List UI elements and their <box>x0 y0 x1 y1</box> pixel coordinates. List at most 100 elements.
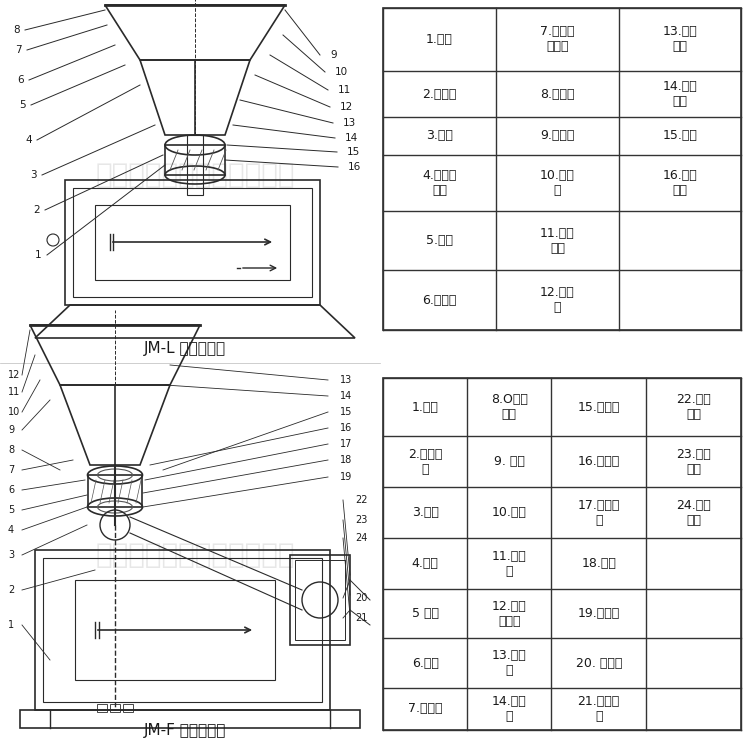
Bar <box>165 145 225 175</box>
Text: 20. 电动机: 20. 电动机 <box>575 657 622 669</box>
Text: 11.加料
斗: 11.加料 斗 <box>492 550 526 578</box>
Text: 16: 16 <box>348 162 361 172</box>
Bar <box>187 135 203 195</box>
Bar <box>88 475 142 507</box>
Text: 8.O型密
封圈: 8.O型密 封圈 <box>490 393 528 421</box>
Text: 22: 22 <box>355 495 368 505</box>
Text: 6.轴承: 6.轴承 <box>412 657 439 669</box>
Text: 7.冷却水
管接头: 7.冷却水 管接头 <box>540 25 574 53</box>
Text: JM-L 立式胶体磨: JM-L 立式胶体磨 <box>144 341 226 355</box>
Text: 宁波骏丰伟业机械有限公司: 宁波骏丰伟业机械有限公司 <box>95 161 295 189</box>
Text: 7: 7 <box>8 465 14 475</box>
Bar <box>110 704 120 712</box>
Text: 14.密封
组件: 14.密封 组件 <box>663 80 698 108</box>
Text: 19: 19 <box>340 472 352 482</box>
Text: 13: 13 <box>340 375 352 385</box>
Text: 15: 15 <box>340 407 352 417</box>
Text: 3: 3 <box>30 170 37 180</box>
Text: 11: 11 <box>8 387 20 397</box>
Bar <box>290 555 350 645</box>
Text: 12: 12 <box>340 102 353 112</box>
Text: 9: 9 <box>330 50 337 60</box>
Text: 4: 4 <box>8 525 14 535</box>
Text: 7.出料口: 7.出料口 <box>408 703 442 715</box>
Text: 10: 10 <box>335 67 348 77</box>
Text: 15: 15 <box>347 147 360 157</box>
Text: 10.压盖: 10.压盖 <box>492 506 526 519</box>
Text: 1.底座: 1.底座 <box>412 401 439 413</box>
Bar <box>65 180 320 305</box>
Text: 20: 20 <box>355 593 368 603</box>
Text: 4.主轴: 4.主轴 <box>412 557 439 570</box>
Bar <box>123 704 133 712</box>
Text: 13: 13 <box>343 118 356 128</box>
Text: 6: 6 <box>8 485 14 495</box>
Text: 15.壳体: 15.壳体 <box>663 130 698 142</box>
Text: 16.调节盘: 16.调节盘 <box>578 455 620 468</box>
Text: 10.动磨
盘: 10.动磨 盘 <box>540 168 575 197</box>
Text: 18.壳体: 18.壳体 <box>581 557 616 570</box>
Text: 1: 1 <box>8 620 14 630</box>
Text: 8: 8 <box>8 445 14 455</box>
Text: 12.静磨
盘: 12.静磨 盘 <box>540 286 575 314</box>
Bar <box>383 8 741 330</box>
Text: 16.主轴
轴承: 16.主轴 轴承 <box>663 168 698 197</box>
Text: 13.冷却
通道: 13.冷却 通道 <box>663 25 698 53</box>
Text: 6: 6 <box>17 75 24 85</box>
Text: 宁波骏丰伟业机械有限公司: 宁波骏丰伟业机械有限公司 <box>95 541 295 569</box>
Text: 4: 4 <box>25 135 32 145</box>
Text: 2: 2 <box>8 585 14 595</box>
Text: 3.端盖: 3.端盖 <box>426 130 453 142</box>
Text: 5.手柄: 5.手柄 <box>426 234 453 247</box>
Text: 5: 5 <box>19 100 26 110</box>
Text: 4.自循环
系统: 4.自循环 系统 <box>422 168 457 197</box>
Text: 5: 5 <box>8 505 14 515</box>
Text: 16: 16 <box>340 423 352 433</box>
Text: 19.排泄孔: 19.排泄孔 <box>578 608 620 620</box>
Text: 6.调节盘: 6.调节盘 <box>422 294 457 306</box>
Bar <box>73 188 312 297</box>
Text: 1: 1 <box>35 250 42 260</box>
Text: 15.静磨盘: 15.静磨盘 <box>578 401 620 413</box>
Text: 9. 手柄: 9. 手柄 <box>494 455 525 468</box>
Text: 24.从皮
带轮: 24.从皮 带轮 <box>676 499 711 527</box>
Text: 11: 11 <box>338 85 351 95</box>
Bar <box>95 205 290 280</box>
Text: 9: 9 <box>8 425 14 435</box>
Text: 17.密封组
件: 17.密封组 件 <box>578 499 620 527</box>
Text: 22.三角
皮带: 22.三角 皮带 <box>676 393 711 421</box>
Text: 1.底座: 1.底座 <box>426 33 453 46</box>
Text: 21: 21 <box>355 613 368 623</box>
Text: 14: 14 <box>345 133 358 143</box>
Text: 2.电动机: 2.电动机 <box>422 88 457 101</box>
Bar <box>383 378 741 730</box>
Text: 3.轴承: 3.轴承 <box>412 506 439 519</box>
Text: 23.电动
机座: 23.电动 机座 <box>676 447 711 476</box>
Text: 24: 24 <box>355 533 368 543</box>
Text: 9.旋叶刀: 9.旋叶刀 <box>540 130 574 142</box>
Text: 11.定位
螺钉: 11.定位 螺钉 <box>540 226 575 255</box>
Text: 8.加料斗: 8.加料斗 <box>540 88 574 101</box>
Bar <box>295 560 345 640</box>
Bar <box>20 710 360 728</box>
Text: 18: 18 <box>340 455 352 465</box>
Text: 13.旋叶
刀: 13.旋叶 刀 <box>492 649 526 677</box>
Text: 12.自循
环系统: 12.自循 环系统 <box>492 600 526 628</box>
Text: 8: 8 <box>13 25 20 35</box>
Text: 17: 17 <box>340 439 352 449</box>
Text: 12: 12 <box>8 370 20 380</box>
Text: 14: 14 <box>340 391 352 401</box>
Bar <box>43 558 322 702</box>
Text: 5 机座: 5 机座 <box>412 608 439 620</box>
Text: 2: 2 <box>33 205 40 215</box>
Bar <box>35 550 330 710</box>
Text: 7: 7 <box>15 45 22 55</box>
Text: 10: 10 <box>8 407 20 417</box>
Text: 21.调节螺
丝: 21.调节螺 丝 <box>578 695 620 723</box>
Bar <box>75 580 275 680</box>
Text: 14.动磨
盘: 14.动磨 盘 <box>492 695 526 723</box>
Text: JM-F 分体胶体磨: JM-F 分体胶体磨 <box>144 723 226 738</box>
Text: 3: 3 <box>8 550 14 560</box>
Text: 23: 23 <box>355 515 368 525</box>
Text: 2.主皮带
轮: 2.主皮带 轮 <box>408 447 442 476</box>
